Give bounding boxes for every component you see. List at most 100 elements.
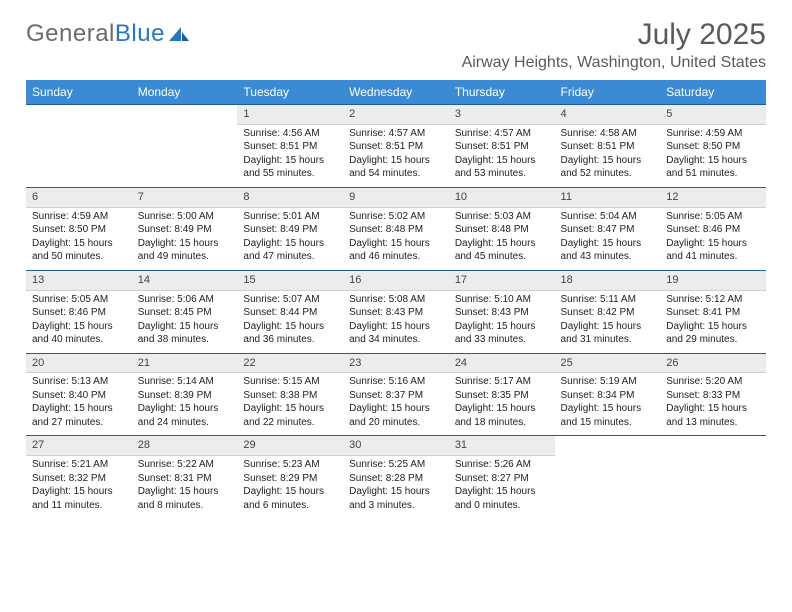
- col-sunday: Sunday: [26, 80, 132, 105]
- sunrise-line: Sunrise: 5:07 AM: [243, 293, 337, 307]
- day-2-cell: Sunrise: 4:57 AMSunset: 8:51 PMDaylight:…: [343, 124, 449, 187]
- sunrise-line: Sunrise: 5:01 AM: [243, 210, 337, 224]
- day-24-number: 24: [449, 353, 555, 373]
- day-30-number: 30: [343, 436, 449, 456]
- daylight-line: Daylight: 15 hours and 40 minutes.: [32, 320, 126, 347]
- week-1-daynum-row: 6789101112: [26, 187, 766, 207]
- day-28-cell: Sunrise: 5:22 AMSunset: 8:31 PMDaylight:…: [132, 456, 238, 519]
- daylight-line: Daylight: 15 hours and 18 minutes.: [455, 402, 549, 429]
- day-19-cell: Sunrise: 5:12 AMSunset: 8:41 PMDaylight:…: [660, 290, 766, 353]
- sunset-line: Sunset: 8:29 PM: [243, 472, 337, 486]
- day-10-number: 10: [449, 187, 555, 207]
- sunset-line: Sunset: 8:33 PM: [666, 389, 760, 403]
- day-22-cell: Sunrise: 5:15 AMSunset: 8:38 PMDaylight:…: [237, 373, 343, 436]
- day-18-number: 18: [555, 270, 661, 290]
- daylight-line: Daylight: 15 hours and 29 minutes.: [666, 320, 760, 347]
- day-20-cell: Sunrise: 5:13 AMSunset: 8:40 PMDaylight:…: [26, 373, 132, 436]
- daylight-line: Daylight: 15 hours and 46 minutes.: [349, 237, 443, 264]
- day-17-number: 17: [449, 270, 555, 290]
- daylight-line: Daylight: 15 hours and 51 minutes.: [666, 154, 760, 181]
- sunrise-line: Sunrise: 5:08 AM: [349, 293, 443, 307]
- sunset-line: Sunset: 8:40 PM: [32, 389, 126, 403]
- sunset-line: Sunset: 8:49 PM: [243, 223, 337, 237]
- sunrise-line: Sunrise: 5:06 AM: [138, 293, 232, 307]
- daylight-line: Daylight: 15 hours and 8 minutes.: [138, 485, 232, 512]
- day-13-number: 13: [26, 270, 132, 290]
- day-11-number: 11: [555, 187, 661, 207]
- day-15-cell: Sunrise: 5:07 AMSunset: 8:44 PMDaylight:…: [237, 290, 343, 353]
- daylight-line: Daylight: 15 hours and 27 minutes.: [32, 402, 126, 429]
- sunrise-line: Sunrise: 5:10 AM: [455, 293, 549, 307]
- day-10-cell: Sunrise: 5:03 AMSunset: 8:48 PMDaylight:…: [449, 207, 555, 270]
- week-3-content-row: Sunrise: 5:13 AMSunset: 8:40 PMDaylight:…: [26, 373, 766, 436]
- sunrise-line: Sunrise: 4:56 AM: [243, 127, 337, 141]
- location: Airway Heights, Washington, United State…: [462, 54, 766, 72]
- calendar-table: Sunday Monday Tuesday Wednesday Thursday…: [26, 80, 766, 518]
- day-25-cell: Sunrise: 5:19 AMSunset: 8:34 PMDaylight:…: [555, 373, 661, 436]
- sunrise-line: Sunrise: 4:58 AM: [561, 127, 655, 141]
- sunset-line: Sunset: 8:34 PM: [561, 389, 655, 403]
- sunset-line: Sunset: 8:43 PM: [455, 306, 549, 320]
- day-7-number: 7: [132, 187, 238, 207]
- sunset-line: Sunset: 8:41 PM: [666, 306, 760, 320]
- logo-text: GeneralBlue: [26, 20, 165, 48]
- sunset-line: Sunset: 8:27 PM: [455, 472, 549, 486]
- day-13-cell: Sunrise: 5:05 AMSunset: 8:46 PMDaylight:…: [26, 290, 132, 353]
- blank-cell: [132, 105, 238, 125]
- week-0-content-row: Sunrise: 4:56 AMSunset: 8:51 PMDaylight:…: [26, 124, 766, 187]
- day-24-cell: Sunrise: 5:17 AMSunset: 8:35 PMDaylight:…: [449, 373, 555, 436]
- day-3-cell: Sunrise: 4:57 AMSunset: 8:51 PMDaylight:…: [449, 124, 555, 187]
- col-monday: Monday: [132, 80, 238, 105]
- day-9-number: 9: [343, 187, 449, 207]
- day-16-cell: Sunrise: 5:08 AMSunset: 8:43 PMDaylight:…: [343, 290, 449, 353]
- daylight-line: Daylight: 15 hours and 0 minutes.: [455, 485, 549, 512]
- sunset-line: Sunset: 8:51 PM: [243, 140, 337, 154]
- col-wednesday: Wednesday: [343, 80, 449, 105]
- sunrise-line: Sunrise: 5:02 AM: [349, 210, 443, 224]
- sunrise-line: Sunrise: 5:26 AM: [455, 458, 549, 472]
- daylight-line: Daylight: 15 hours and 38 minutes.: [138, 320, 232, 347]
- sunrise-line: Sunrise: 5:20 AM: [666, 375, 760, 389]
- day-12-cell: Sunrise: 5:05 AMSunset: 8:46 PMDaylight:…: [660, 207, 766, 270]
- day-23-cell: Sunrise: 5:16 AMSunset: 8:37 PMDaylight:…: [343, 373, 449, 436]
- sunset-line: Sunset: 8:48 PM: [455, 223, 549, 237]
- daylight-line: Daylight: 15 hours and 15 minutes.: [561, 402, 655, 429]
- logo-sail-icon: [167, 25, 193, 43]
- sunset-line: Sunset: 8:47 PM: [561, 223, 655, 237]
- day-5-cell: Sunrise: 4:59 AMSunset: 8:50 PMDaylight:…: [660, 124, 766, 187]
- sunset-line: Sunset: 8:51 PM: [349, 140, 443, 154]
- week-4-content-row: Sunrise: 5:21 AMSunset: 8:32 PMDaylight:…: [26, 456, 766, 519]
- sunset-line: Sunset: 8:49 PM: [138, 223, 232, 237]
- col-thursday: Thursday: [449, 80, 555, 105]
- day-27-cell: Sunrise: 5:21 AMSunset: 8:32 PMDaylight:…: [26, 456, 132, 519]
- day-29-cell: Sunrise: 5:23 AMSunset: 8:29 PMDaylight:…: [237, 456, 343, 519]
- daylight-line: Daylight: 15 hours and 22 minutes.: [243, 402, 337, 429]
- daylight-line: Daylight: 15 hours and 55 minutes.: [243, 154, 337, 181]
- daylight-line: Daylight: 15 hours and 45 minutes.: [455, 237, 549, 264]
- day-8-number: 8: [237, 187, 343, 207]
- daylight-line: Daylight: 15 hours and 13 minutes.: [666, 402, 760, 429]
- day-29-number: 29: [237, 436, 343, 456]
- day-6-cell: Sunrise: 4:59 AMSunset: 8:50 PMDaylight:…: [26, 207, 132, 270]
- sunrise-line: Sunrise: 4:57 AM: [349, 127, 443, 141]
- day-21-number: 21: [132, 353, 238, 373]
- sunrise-line: Sunrise: 5:15 AM: [243, 375, 337, 389]
- blank-cell: [26, 124, 132, 187]
- week-2-content-row: Sunrise: 5:05 AMSunset: 8:46 PMDaylight:…: [26, 290, 766, 353]
- week-3-daynum-row: 20212223242526: [26, 353, 766, 373]
- sunset-line: Sunset: 8:31 PM: [138, 472, 232, 486]
- day-27-number: 27: [26, 436, 132, 456]
- sunrise-line: Sunrise: 5:22 AM: [138, 458, 232, 472]
- col-tuesday: Tuesday: [237, 80, 343, 105]
- day-22-number: 22: [237, 353, 343, 373]
- sunrise-line: Sunrise: 5:04 AM: [561, 210, 655, 224]
- daylight-line: Daylight: 15 hours and 36 minutes.: [243, 320, 337, 347]
- sunrise-line: Sunrise: 5:23 AM: [243, 458, 337, 472]
- blank-cell: [660, 456, 766, 519]
- sunrise-line: Sunrise: 5:14 AM: [138, 375, 232, 389]
- day-14-cell: Sunrise: 5:06 AMSunset: 8:45 PMDaylight:…: [132, 290, 238, 353]
- daylight-line: Daylight: 15 hours and 41 minutes.: [666, 237, 760, 264]
- sunset-line: Sunset: 8:28 PM: [349, 472, 443, 486]
- sunset-line: Sunset: 8:48 PM: [349, 223, 443, 237]
- daylight-line: Daylight: 15 hours and 47 minutes.: [243, 237, 337, 264]
